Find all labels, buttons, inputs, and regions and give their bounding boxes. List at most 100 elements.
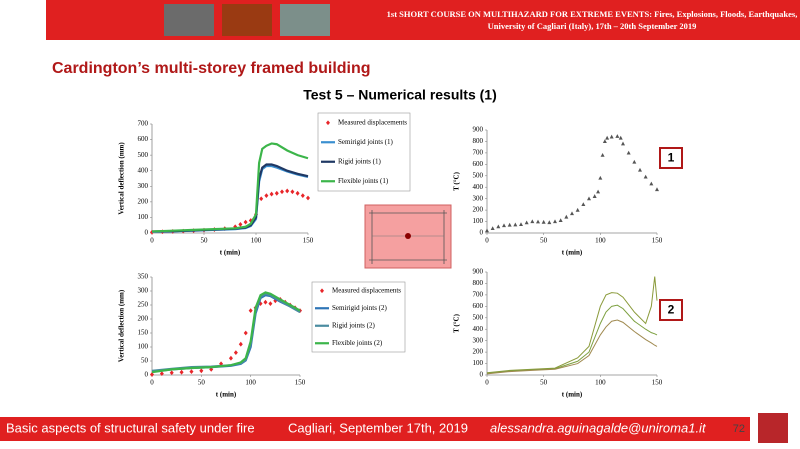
data-point bbox=[228, 355, 233, 361]
data-point bbox=[638, 167, 642, 172]
y-tick-label: 300 bbox=[138, 182, 149, 190]
y-tick-label: 500 bbox=[473, 313, 484, 321]
header-line: University of Cagliari (Italy), 17th – 2… bbox=[488, 21, 697, 31]
footer-place: Cagliari, September 17th, 2019 bbox=[288, 420, 468, 435]
data-point bbox=[570, 211, 574, 216]
data-point bbox=[159, 371, 164, 376]
data-point bbox=[189, 369, 194, 375]
data-point bbox=[655, 187, 659, 192]
y-axis-label: Vertical deflection (mm) bbox=[118, 142, 126, 215]
data-point bbox=[575, 207, 580, 212]
data-point bbox=[592, 194, 597, 198]
data-point bbox=[264, 193, 269, 199]
data-point bbox=[243, 330, 248, 336]
data-point bbox=[524, 220, 529, 225]
y-tick-label: 900 bbox=[473, 126, 484, 134]
y-axis-label: T (°C) bbox=[453, 313, 461, 332]
data-point bbox=[513, 222, 518, 227]
x-axis-label: t (min) bbox=[216, 391, 237, 399]
y-tick-label: 0 bbox=[480, 229, 484, 237]
data-point bbox=[602, 139, 607, 144]
x-tick-label: 0 bbox=[485, 237, 489, 245]
y-tick-label: 100 bbox=[138, 343, 149, 351]
legend-label: Measured displacements bbox=[332, 286, 401, 294]
data-point bbox=[541, 219, 546, 224]
legend-label: Rigid joints (1) bbox=[338, 157, 381, 165]
y-tick-label: 250 bbox=[138, 301, 149, 309]
x-tick-label: 50 bbox=[540, 237, 548, 245]
y-axis-label: T (°C) bbox=[453, 171, 461, 190]
data-point bbox=[632, 159, 637, 164]
data-point bbox=[485, 228, 489, 233]
y-tick-label: 300 bbox=[138, 287, 149, 295]
legend-label: Flexible joints (2) bbox=[332, 339, 383, 347]
y-tick-label: 700 bbox=[473, 148, 484, 156]
y-axis-label: Vertical deflection (mm) bbox=[118, 289, 126, 362]
data-point bbox=[238, 222, 243, 227]
data-point bbox=[596, 189, 601, 194]
y-tick-label: 700 bbox=[138, 120, 149, 128]
data-point bbox=[238, 341, 243, 347]
data-point bbox=[150, 372, 154, 377]
data-point bbox=[581, 202, 586, 206]
y-tick-label: 500 bbox=[473, 171, 484, 179]
data-point bbox=[519, 222, 523, 227]
annotation: 2 bbox=[668, 303, 675, 317]
series-line bbox=[151, 291, 301, 374]
beam-diagram bbox=[364, 204, 452, 269]
y-tick-label: 350 bbox=[138, 273, 149, 281]
data-point bbox=[274, 190, 279, 196]
y-tick-label: 600 bbox=[473, 302, 484, 310]
series-line bbox=[151, 164, 309, 233]
y-tick-label: 400 bbox=[138, 166, 149, 174]
legend-box bbox=[311, 281, 406, 353]
y-tick-label: 150 bbox=[138, 329, 149, 337]
data-point bbox=[233, 224, 238, 230]
y-tick-label: 600 bbox=[473, 160, 484, 168]
legend-swatch bbox=[320, 288, 324, 294]
data-point bbox=[306, 195, 310, 201]
data-point bbox=[150, 229, 154, 235]
x-tick-label: 100 bbox=[595, 379, 606, 387]
y-tick-label: 800 bbox=[473, 279, 484, 287]
data-point bbox=[553, 219, 557, 224]
series-line bbox=[151, 142, 309, 233]
logo bbox=[758, 413, 788, 443]
legend-label: Semirigid joints (1) bbox=[338, 138, 394, 146]
y-tick-label: 400 bbox=[473, 183, 484, 191]
data-point bbox=[547, 220, 552, 225]
legend-label: Rigid joints (2) bbox=[332, 321, 375, 329]
data-point bbox=[285, 188, 290, 194]
series-line bbox=[151, 292, 301, 372]
legend-label: Measured displacements bbox=[338, 118, 407, 126]
annotation-box bbox=[659, 299, 683, 321]
data-point bbox=[649, 181, 654, 186]
x-axis-label: t (min) bbox=[220, 249, 241, 257]
data-point bbox=[600, 152, 605, 157]
y-tick-label: 900 bbox=[473, 268, 484, 276]
x-tick-label: 50 bbox=[201, 237, 209, 245]
page-number: 72 bbox=[733, 423, 745, 435]
data-point bbox=[587, 196, 591, 201]
y-tick-label: 300 bbox=[473, 194, 484, 202]
y-tick-label: 0 bbox=[480, 371, 484, 379]
data-point bbox=[300, 193, 305, 199]
slide-title: Cardington’s multi-storey framed buildin… bbox=[52, 60, 371, 77]
data-point bbox=[564, 214, 569, 219]
x-tick-label: 150 bbox=[295, 379, 306, 387]
data-point bbox=[615, 134, 620, 138]
y-tick-label: 200 bbox=[138, 197, 149, 205]
data-point bbox=[269, 191, 274, 197]
data-point bbox=[243, 219, 248, 225]
y-tick-label: 50 bbox=[141, 357, 149, 365]
series-line bbox=[486, 304, 658, 374]
y-tick-label: 400 bbox=[473, 325, 484, 333]
data-point bbox=[621, 141, 625, 146]
data-point bbox=[626, 150, 631, 155]
y-tick-label: 300 bbox=[473, 336, 484, 344]
data-point bbox=[643, 174, 648, 179]
y-tick-label: 800 bbox=[473, 137, 484, 145]
data-point bbox=[179, 369, 184, 375]
header-image bbox=[222, 4, 272, 36]
data-point bbox=[268, 301, 273, 306]
